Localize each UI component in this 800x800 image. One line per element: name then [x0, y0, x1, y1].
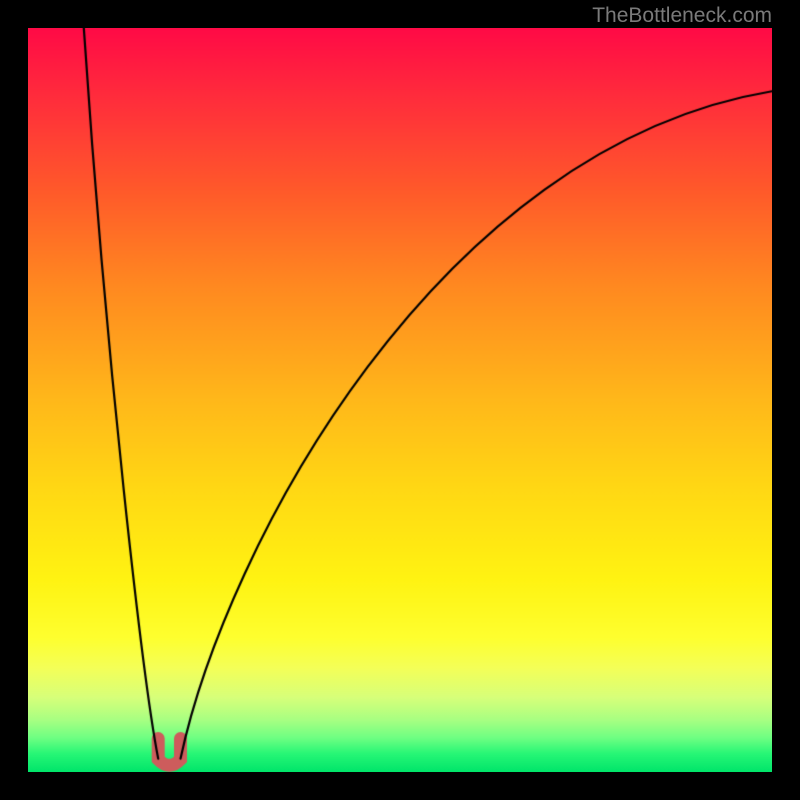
chart-container: TheBottleneck.com: [0, 0, 800, 800]
bottleneck-curve: [28, 28, 772, 772]
watermark-text: TheBottleneck.com: [592, 4, 772, 28]
plot-area: [28, 28, 772, 772]
